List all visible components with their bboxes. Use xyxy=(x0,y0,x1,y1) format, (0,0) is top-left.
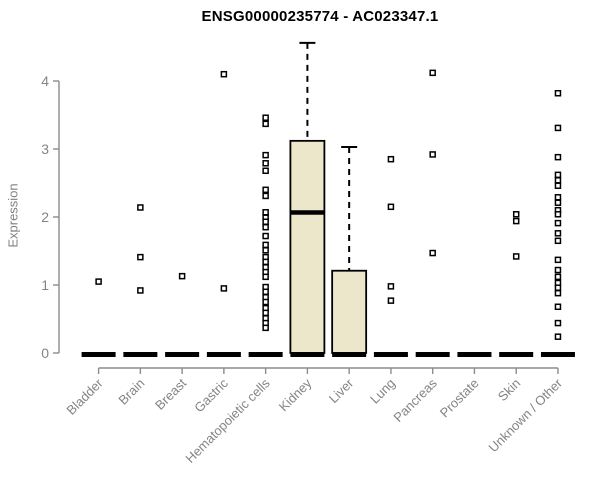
box xyxy=(289,139,326,354)
outlier-point xyxy=(262,160,269,167)
outlier-point xyxy=(262,288,269,296)
outlier-point xyxy=(554,284,562,291)
outlier-point xyxy=(512,211,520,218)
chart-title: ENSG00000235774 - AC023347.1 xyxy=(201,8,439,25)
median-line xyxy=(290,210,325,215)
x-tick-label: Bladder xyxy=(63,375,106,418)
outlier-point xyxy=(512,253,520,260)
x-tick-label: Liver xyxy=(326,375,357,406)
x-tick-label: Skin xyxy=(495,376,523,404)
outlier-point xyxy=(220,285,228,292)
outlier-point xyxy=(554,177,562,184)
outlier-point xyxy=(554,211,562,218)
outlier-point xyxy=(554,303,562,311)
outlier-point xyxy=(262,324,269,332)
outlier-point xyxy=(262,232,269,240)
outlier-point xyxy=(137,204,144,211)
y-tick-label: 4 xyxy=(41,73,49,89)
y-tick-label: 2 xyxy=(41,209,49,225)
box xyxy=(331,269,368,354)
outlier-point xyxy=(262,247,269,254)
outlier-point xyxy=(554,89,562,97)
x-tick-label: Kidney xyxy=(276,375,315,414)
outlier-point xyxy=(262,223,269,231)
outlier-point xyxy=(262,192,269,200)
outlier-point xyxy=(554,319,562,327)
outlier-point xyxy=(262,273,269,281)
outlier-point xyxy=(95,278,102,285)
outlier-point xyxy=(262,309,269,317)
y-tick-label: 0 xyxy=(41,345,49,361)
y-tick-label: 1 xyxy=(41,277,49,293)
y-tick-label: 3 xyxy=(41,141,49,157)
zero-expression-bar xyxy=(415,352,450,357)
x-tick-label: Gastric xyxy=(191,375,231,415)
outlier-point xyxy=(554,266,562,274)
outlier-point xyxy=(554,182,562,189)
outlier-point xyxy=(262,186,269,194)
outlier-point xyxy=(554,124,562,132)
outlier-point xyxy=(554,230,562,237)
zero-expression-bar xyxy=(81,352,116,357)
outlier-point xyxy=(387,155,395,163)
outlier-point xyxy=(429,151,436,158)
zero-expression-bar xyxy=(540,352,575,357)
zero-expression-bar xyxy=(373,352,408,357)
outlier-point xyxy=(554,256,562,264)
x-tick-label: Unknown / Other xyxy=(485,375,565,455)
zero-expression-bar xyxy=(206,352,241,357)
outlier-point xyxy=(554,194,562,201)
outlier-point xyxy=(387,297,395,304)
zero-expression-bar xyxy=(123,352,158,357)
outlier-point xyxy=(262,241,269,249)
outlier-point xyxy=(262,298,269,306)
x-tick-label: Pancreas xyxy=(390,375,440,425)
x-tick-label: Prostate xyxy=(437,376,482,421)
outlier-point xyxy=(554,237,562,245)
outlier-point xyxy=(429,69,436,77)
outlier-point xyxy=(178,272,186,280)
outlier-point xyxy=(262,208,269,216)
outlier-point xyxy=(554,273,562,281)
outlier-point xyxy=(220,70,228,78)
zero-expression-bar xyxy=(457,352,492,357)
outlier-point xyxy=(262,218,269,226)
outlier-point xyxy=(554,171,562,179)
outlier-point xyxy=(554,199,562,206)
outlier-point xyxy=(262,258,269,266)
outlier-point xyxy=(262,120,269,128)
outlier-point xyxy=(387,283,395,290)
zero-expression-bar xyxy=(499,352,534,357)
zero-expression-bar xyxy=(165,352,200,357)
zero-expression-bar xyxy=(248,352,283,357)
outlier-point xyxy=(262,114,269,121)
outlier-point xyxy=(262,167,269,175)
outlier-point xyxy=(554,333,562,340)
zero-expression-bar xyxy=(332,352,367,357)
outlier-point xyxy=(429,249,436,257)
outlier-point xyxy=(554,289,562,297)
outlier-point xyxy=(262,151,269,159)
outlier-point xyxy=(512,217,520,225)
outlier-point xyxy=(554,219,562,227)
outlier-point xyxy=(554,153,562,161)
zero-expression-bar xyxy=(290,352,325,357)
x-tick-label: Lung xyxy=(367,376,398,407)
outlier-point xyxy=(137,253,144,261)
x-tick-label: Breast xyxy=(152,375,189,412)
x-tick-label: Brain xyxy=(115,376,147,408)
outlier-point xyxy=(387,203,395,211)
outlier-point xyxy=(137,287,144,294)
